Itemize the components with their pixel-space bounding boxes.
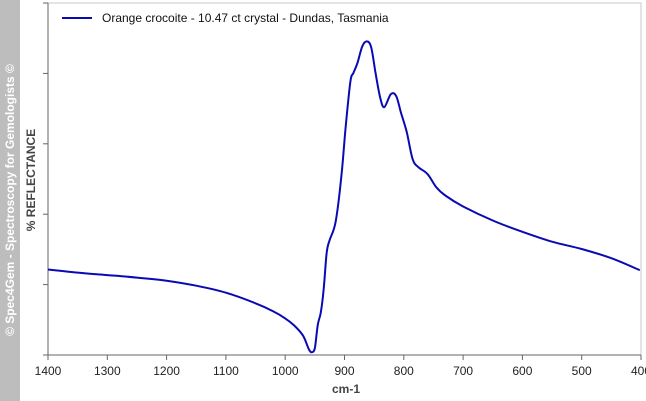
series-line-crocoite bbox=[47, 40, 641, 354]
x-tick-label-1100: 1100 bbox=[213, 364, 239, 378]
x-tick-label-800: 800 bbox=[394, 364, 414, 378]
x-tick-label-1000: 1000 bbox=[272, 364, 299, 378]
x-tick-label-600: 600 bbox=[512, 364, 532, 378]
x-axis-title: cm-1 bbox=[332, 382, 360, 396]
x-tick-label-1200: 1200 bbox=[153, 364, 180, 378]
watermark-band: © Spec4Gem - Spectroscopy for Gemologist… bbox=[0, 0, 20, 401]
x-tick-label-1400: 1400 bbox=[35, 364, 62, 378]
x-tick-label-500: 500 bbox=[572, 364, 592, 378]
x-axis-tick-labels: 1400 1300 1200 1100 1000 900 800 700 600 500 400 bbox=[35, 364, 646, 378]
y-axis-ticks bbox=[43, 2, 48, 356]
x-tick-label-1300: 1300 bbox=[94, 364, 121, 378]
y-axis-title: % REFLECTANCE bbox=[24, 129, 38, 231]
legend-label: Orange crocoite - 10.47 ct crystal - Dun… bbox=[102, 11, 389, 25]
legend: Orange crocoite - 10.47 ct crystal - Dun… bbox=[62, 11, 389, 25]
x-axis-ticks bbox=[47, 355, 642, 360]
x-tick-label-900: 900 bbox=[334, 364, 354, 378]
x-tick-label-400: 400 bbox=[631, 364, 646, 378]
x-tick-label-700: 700 bbox=[453, 364, 473, 378]
plot-frame bbox=[47, 2, 642, 356]
